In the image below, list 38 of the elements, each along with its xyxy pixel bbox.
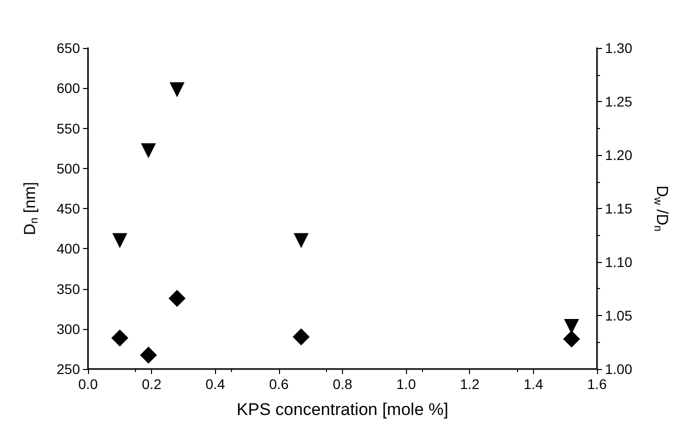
x-tick-label: 1.6 [587,376,607,392]
x-axis-title: KPS concentration [mole %] [236,400,448,419]
x-tick-label: 0.6 [269,376,289,392]
x-tick-label: 0.4 [206,376,226,392]
y-axis-title: Dn [nm] [22,182,40,236]
point [170,82,185,98]
x-tick-label: 1.0 [396,376,416,392]
x-tick-label: 1.2 [460,376,480,392]
point [168,290,186,307]
y2-tick-label: 1.30 [605,40,632,56]
point [292,328,310,346]
y2-tick-label: 1.25 [605,94,632,110]
y2-tick-label: 1.10 [605,254,632,270]
y-tick-label: 300 [56,320,80,337]
point [140,346,157,364]
y-tick-label: 450 [56,200,80,216]
y-tick-label: 600 [56,80,80,96]
y2-tick-label: 1.00 [605,361,632,377]
point [294,233,309,248]
point [564,318,580,334]
y-tick-label: 550 [56,120,80,136]
x-tick-label: 0.8 [332,376,352,392]
y-tick-label: 250 [56,361,80,377]
y2-tick-label: 1.20 [605,147,632,163]
x-tick-label: 1.4 [524,376,544,392]
y2-tick-label: 1.05 [605,308,632,324]
point [112,233,128,248]
point [563,330,580,348]
y-tick-label: 400 [56,240,80,257]
y-tick-label: 500 [56,160,80,176]
point [140,143,156,158]
point [111,329,128,346]
y-tick-label: 650 [56,40,80,56]
y2-tick-label: 1.15 [605,200,632,216]
x-tick-label: 0.0 [78,376,98,392]
y-tick-label: 350 [56,280,80,297]
y2-axis-title: Dw /Dn [652,185,670,232]
x-tick-label: 0.2 [142,376,162,392]
